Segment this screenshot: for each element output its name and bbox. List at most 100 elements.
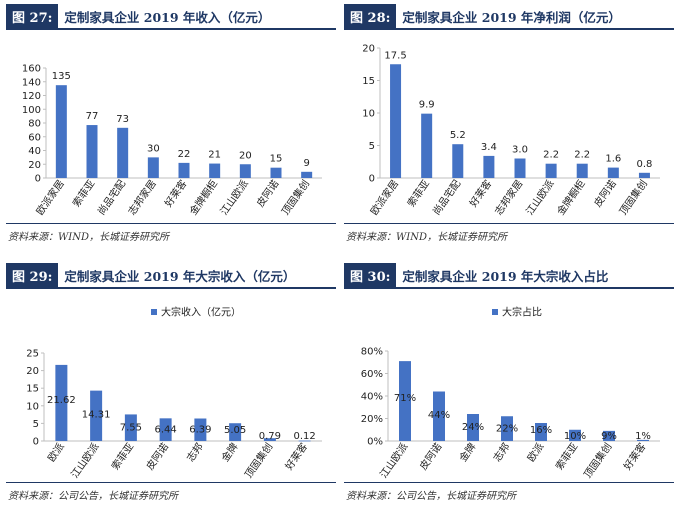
figure-title: 定制家具企业 2019 年收入（亿元）: [64, 9, 271, 25]
source-note: 资料来源：WIND，长城证券研究所: [8, 232, 169, 243]
figure-title: 定制家具企业 2019 年大宗收入（亿元）: [64, 268, 296, 284]
y-tick-label: 10: [362, 109, 375, 120]
data-label: 24%: [462, 422, 484, 433]
bar: [117, 127, 129, 178]
y-tick-label: 80%: [361, 347, 383, 358]
y-tick-label: 20%: [361, 414, 383, 425]
x-tick-label: 顶固集创: [616, 177, 650, 217]
y-tick-label: 5: [369, 141, 375, 152]
x-tick-label: 志邦家居: [492, 177, 526, 217]
figure-number: 图 27:: [6, 4, 59, 28]
x-tick-label: 金牌: [456, 440, 478, 464]
bar: [638, 172, 650, 178]
y-tick-label: 100: [22, 105, 41, 116]
bar: [483, 155, 495, 178]
y-tick-label: 10: [26, 401, 39, 412]
bar: [90, 390, 103, 441]
bar: [603, 430, 615, 441]
x-tick-label: 皮阿诺: [591, 177, 619, 209]
legend-swatch: [151, 309, 157, 315]
bar: [301, 171, 313, 178]
figure-title-bar: 图 29: 定制家具企业 2019 年大宗收入（亿元）: [6, 263, 336, 289]
legend-label: 大宗收入（亿元）: [161, 306, 241, 319]
source-note: 资料来源：公司公告，长城证券研究所: [8, 491, 178, 502]
data-label: 2.2: [574, 150, 590, 161]
data-label: 3.0: [512, 145, 528, 156]
y-tick-label: 5: [33, 419, 39, 430]
data-label: 14.31: [82, 409, 111, 420]
x-tick-label: 金牌橱柜: [554, 177, 588, 217]
bar: [399, 361, 411, 441]
figure-27-panel: 图 27: 定制家具企业 2019 年收入（亿元） 0 20 40 60 80 100 12…: [6, 4, 336, 249]
y-tick-label: 0: [35, 174, 41, 185]
data-label: 9.9: [419, 100, 435, 111]
source-divider: [344, 482, 674, 483]
bar: [607, 167, 619, 178]
revenue-bar-chart: 020406080100120140160135欧派家居77索菲亚73尚品宅配3…: [22, 64, 322, 218]
data-label: 30: [147, 143, 160, 154]
legend-swatch: [492, 309, 498, 315]
bar: [209, 163, 221, 178]
data-label: 21: [208, 150, 221, 161]
x-tick-label: 好莱客: [621, 440, 649, 472]
bar: [178, 162, 190, 178]
bar: [501, 416, 513, 441]
bar: [55, 364, 68, 441]
bar: [535, 423, 547, 441]
x-tick-label: 索菲亚: [70, 177, 98, 209]
bar: [467, 414, 479, 441]
y-tick-label: 40: [28, 146, 41, 157]
x-tick-label: 金牌橱柜: [187, 177, 221, 217]
figure-title: 定制家具企业 2019 年大宗收入占比: [402, 268, 609, 284]
data-label: 73: [116, 114, 129, 125]
y-tick-label: 0: [33, 437, 39, 448]
data-label: 16%: [530, 425, 552, 436]
data-label: 17.5: [384, 50, 406, 61]
data-label: 0.79: [259, 431, 281, 442]
x-tick-label: 皮阿诺: [254, 177, 282, 209]
figure-28-panel: 图 28: 定制家具企业 2019 年净利润（亿元） 0 5 10 15 20 17.5 欧…: [344, 4, 674, 249]
y-tick-label: 80: [28, 119, 41, 130]
x-tick-label: 索菲亚: [108, 440, 136, 472]
y-tick-label: 20: [26, 366, 39, 377]
x-tick-label: 皮阿诺: [417, 440, 445, 472]
bar: [569, 429, 581, 441]
data-label: 5.2: [450, 130, 466, 141]
x-tick-label: 江山欧派: [218, 178, 251, 218]
figure-number: 图 29:: [6, 263, 59, 287]
y-tick-label: 15: [362, 76, 375, 87]
bar: [298, 440, 311, 442]
data-label: 22: [178, 149, 191, 160]
x-tick-label: 尚品宅配: [95, 177, 129, 217]
data-label: 15: [270, 154, 283, 165]
x-tick-label: 顶固集创: [279, 177, 313, 217]
bar: [576, 163, 588, 178]
x-tick-label: 索菲亚: [553, 440, 581, 472]
data-label: 71%: [394, 393, 416, 404]
figure-title-bar: 图 28: 定制家具企业 2019 年净利润（亿元）: [344, 4, 674, 30]
source-note: 资料来源：WIND，长城证券研究所: [346, 232, 507, 243]
bar: [86, 125, 98, 178]
bar: [390, 64, 402, 178]
x-tick-label: 欧派: [525, 441, 546, 464]
y-tick-label: 140: [22, 77, 41, 88]
figure-number: 图 30:: [344, 263, 397, 287]
y-tick-label: 60: [28, 132, 41, 143]
bar: [637, 439, 649, 441]
bar: [452, 144, 464, 178]
y-tick-label: 120: [22, 91, 41, 102]
x-tick-label: 金牌: [218, 440, 240, 464]
figure-30-panel: 图 30: 定制家具企业 2019 年大宗收入占比 0% 20% 40% 60% 80%…: [344, 263, 674, 508]
data-label: 9: [303, 158, 309, 169]
source-divider: [6, 223, 336, 224]
data-label: 44%: [428, 410, 450, 421]
x-tick-label: 好莱客: [282, 440, 310, 472]
bulk-revenue-bar-chart: 0 5 10 15 20 25 大宗收入（亿元） 21.62 欧派 14.31 江山欧派 7.55 索菲…: [26, 306, 322, 480]
x-tick-label: 顶固集创: [242, 440, 276, 480]
data-label: 1%: [635, 431, 651, 442]
y-tick-label: 160: [22, 64, 41, 75]
data-label: 77: [86, 111, 99, 122]
bar: [159, 418, 172, 441]
source-divider: [6, 482, 336, 483]
data-label: 6.44: [154, 425, 176, 436]
